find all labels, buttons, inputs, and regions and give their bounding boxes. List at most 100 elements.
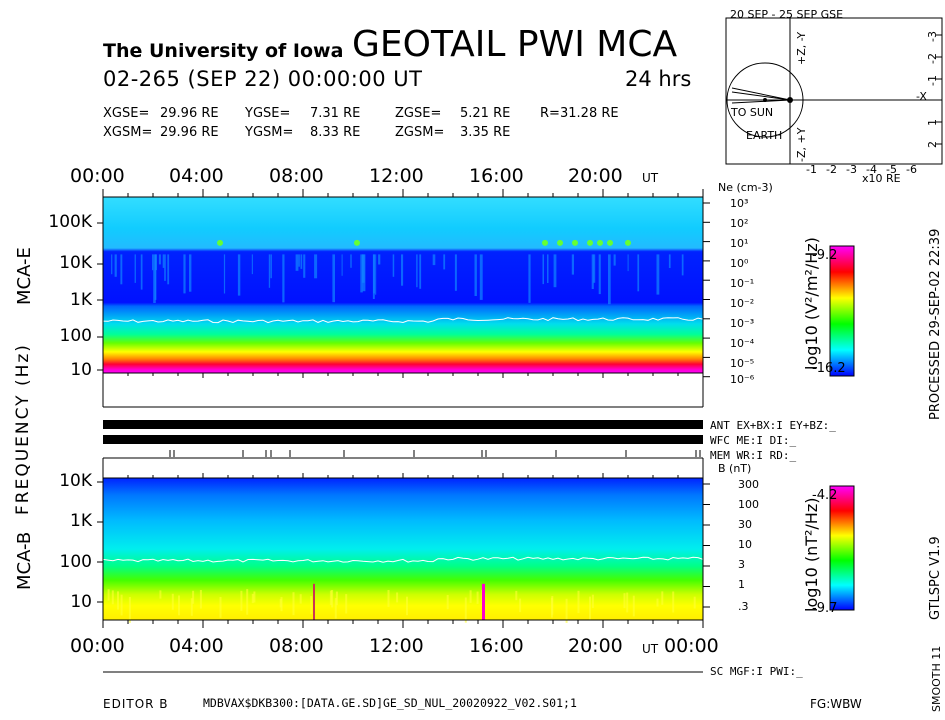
ygsm-label: YGSM= — [245, 125, 294, 140]
mca-e-spike — [154, 254, 157, 300]
top-time-tick: 12:00 — [369, 165, 424, 187]
mca-e-spike — [416, 254, 418, 288]
mca-e-spike — [237, 254, 241, 296]
mca-e-spike — [613, 254, 616, 266]
mca-e-spike — [167, 254, 170, 285]
mca-b-spike — [672, 591, 675, 613]
mca-e-spike — [162, 254, 165, 268]
ne-tick: 10⁻⁵ — [730, 357, 755, 370]
mca-b-spike — [292, 592, 295, 616]
mca-e-spike — [608, 254, 611, 305]
mca-b-spike — [661, 591, 664, 605]
mca-e-spike — [140, 254, 143, 290]
mca-b-spike — [515, 590, 518, 601]
mca-e-plasma-line — [102, 317, 704, 324]
ne-tick: 10³ — [730, 197, 749, 210]
top-time-tick: 20:00 — [568, 165, 623, 187]
ne-tick: 10¹ — [730, 237, 749, 250]
mca-e-spike — [392, 254, 395, 277]
mca-e-spike — [591, 254, 594, 289]
mca-b-spike — [107, 589, 110, 601]
mca-e-spike — [528, 254, 531, 303]
mca-e-spikes — [111, 239, 684, 305]
mca-e-emission-dot — [217, 239, 223, 246]
mca-e-spike — [164, 254, 166, 281]
mca-b-spike — [240, 590, 243, 611]
instrument-title: GEOTAIL PWI MCA — [352, 24, 678, 65]
mca-e-spike — [361, 254, 365, 283]
mca-e-emission-dot — [557, 239, 563, 246]
mca-e-spike — [303, 254, 306, 278]
mca-b-spike — [190, 598, 193, 616]
mca-e-spike — [314, 254, 318, 279]
mca-e-spike — [454, 254, 457, 291]
mca-e-spike — [300, 254, 303, 269]
mca-e-panel-label: MCA-E — [14, 247, 35, 305]
b-tick: .3 — [738, 600, 749, 613]
mca-b-spike — [591, 594, 594, 608]
ne-tick: 10² — [730, 217, 749, 230]
mca-b-spike — [589, 596, 591, 620]
mca-e-spike — [298, 254, 300, 267]
mca-e-spike — [350, 254, 352, 268]
mca-b-colorbar-max: -4.2 — [812, 488, 838, 503]
mca-e-spike — [443, 254, 446, 270]
mca-b-spike — [280, 597, 283, 612]
zgse-label: ZGSE= — [395, 106, 442, 121]
mca-b-colorbar-label: log10 (nT²/Hz) — [802, 497, 821, 612]
orbit-x-axis-label: -X — [916, 90, 927, 103]
orbit-z-axis-label-bottom: -Z, +Y — [795, 127, 808, 162]
mca-b-y-tick: 100 — [59, 552, 92, 572]
mca-e-spike — [134, 254, 136, 283]
b-tick: 10 — [738, 538, 752, 551]
mca-e-y-tick: 100 — [59, 326, 92, 346]
mca-b-spike — [464, 597, 467, 623]
mca-b-spike — [199, 590, 202, 609]
mca-b-spike — [251, 593, 254, 604]
mca-b-spike — [551, 596, 554, 615]
date-line: 02-265 (SEP 22) 00:00:00 UT — [103, 67, 423, 91]
mca-b-spike — [299, 594, 302, 604]
orbit-to-sun-label: TO SUN — [731, 106, 774, 119]
bottom-time-tick: 04:00 — [169, 635, 224, 657]
mca-e-spike — [152, 254, 154, 271]
mca-e-spike — [553, 254, 557, 288]
mca-e-spike — [153, 254, 156, 303]
top-time-tick: 00:00 — [70, 165, 125, 187]
mca-b-y-tick: 1K — [70, 511, 92, 531]
mca-e-spike — [111, 254, 113, 275]
ygse-value: 7.31 RE — [310, 106, 361, 121]
bottom-time-unit: UT — [642, 642, 659, 656]
editor-label: EDITOR B — [103, 697, 169, 711]
mca-e-spike — [474, 254, 477, 296]
mem-status-label: MEM WR:I RD:_ — [710, 449, 797, 462]
orbit-x-unit: x10 RE — [862, 172, 901, 185]
mca-b-spike — [335, 591, 338, 606]
mca-b-spike — [550, 597, 553, 618]
orbit-y-tick: 1 — [926, 119, 939, 126]
ne-tick: 10⁻² — [730, 297, 755, 310]
mca-e-spike — [401, 254, 404, 286]
orbit-x-tick: -4 — [866, 163, 877, 176]
mca-e-spike — [341, 254, 343, 276]
mca-b-spike — [159, 590, 162, 599]
institution-title: The University of Iowa — [103, 40, 344, 62]
orbit-y-tick: -3 — [926, 31, 939, 42]
mca-b-spike — [483, 593, 486, 617]
mca-e-spike — [332, 254, 335, 303]
orbit-x-tick: -3 — [846, 163, 857, 176]
mca-e-spike — [120, 254, 123, 285]
b-tick: 3 — [738, 558, 745, 571]
orbit-y-tick: -1 — [926, 75, 939, 86]
bottom-time-tick: 16:00 — [469, 635, 524, 657]
mca-e-colorbar — [829, 245, 855, 377]
file-path-label: MDBVAX$DKB300:[DATA.GE.SD]GE_SD_NUL_2002… — [203, 696, 577, 710]
fg-label: FG:WBW — [810, 697, 862, 711]
mca-e-colorbar-label: log10 (V²/m²/Hz) — [802, 237, 821, 370]
mca-b-spike — [387, 590, 390, 607]
top-time-tick: 08:00 — [269, 165, 324, 187]
mca-e-spike — [668, 254, 671, 268]
top-time-tick: 04:00 — [169, 165, 224, 187]
mca-e-spike — [223, 254, 226, 294]
ne-tick: 10⁻³ — [730, 317, 755, 330]
